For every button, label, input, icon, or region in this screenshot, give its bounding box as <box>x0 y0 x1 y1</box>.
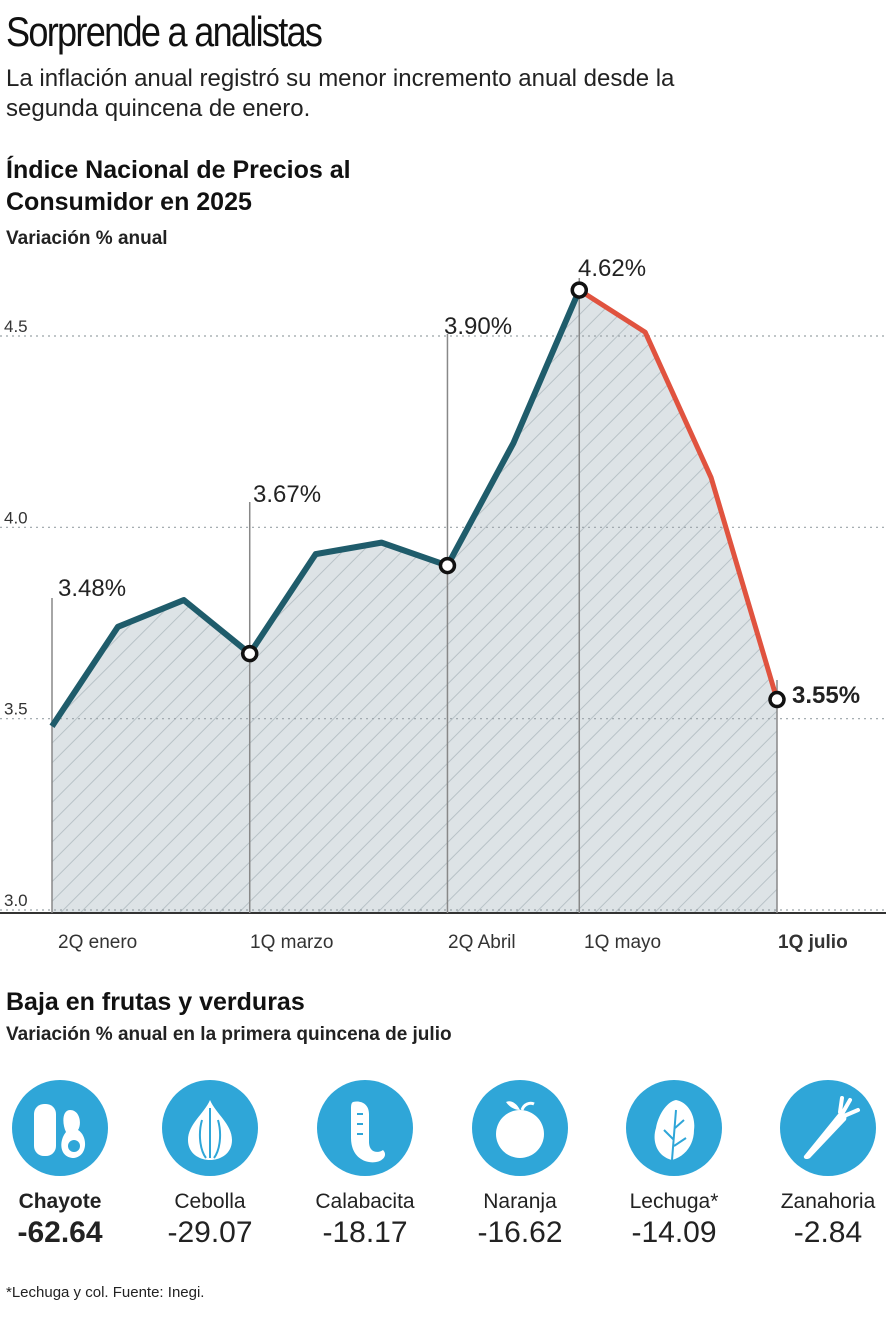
series-line <box>49 288 583 728</box>
data-point <box>240 644 259 663</box>
x-tick-label: 1Q mayo <box>584 932 661 953</box>
inflation-chart: 3.0 3.5 4.0 4.5 3.48% 3.67% 3.90% 4.62% 3.55% 2Q … <box>0 255 886 953</box>
area-fill <box>52 290 777 913</box>
veg-item-chayote: Chayote -62.64 <box>0 1080 130 1250</box>
veg-item-cebolla: Cebolla -29.07 <box>140 1080 280 1250</box>
y-tick-label: 3.0 <box>4 891 28 910</box>
y-tick-label: 4.5 <box>4 317 28 336</box>
veg-name: Naranja <box>483 1190 557 1213</box>
data-point <box>438 556 457 575</box>
veg-name: Lechuga* <box>629 1190 719 1213</box>
veg-value: -2.84 <box>793 1216 863 1249</box>
zucchini-icon <box>317 1080 413 1176</box>
veg-title: Baja en frutas y verduras <box>6 988 305 1016</box>
chayote-icon <box>12 1080 108 1176</box>
onion-icon <box>162 1080 258 1176</box>
veg-name: Cebolla <box>174 1190 246 1213</box>
veg-value: -16.62 <box>477 1216 563 1249</box>
veg-name: Calabacita <box>315 1190 415 1213</box>
y-tick-label: 4.0 <box>4 508 28 527</box>
data-label: 3.67% <box>253 481 321 508</box>
data-label: 3.48% <box>58 575 126 602</box>
veg-name: Chayote <box>18 1190 102 1213</box>
x-tick-label: 2Q Abril <box>448 932 516 953</box>
x-tick-label: 1Q julio <box>778 932 848 953</box>
veg-item-lechuga: Lechuga* -14.09 <box>604 1080 744 1250</box>
veg-value: -18.17 <box>322 1216 408 1249</box>
data-point <box>570 281 589 299</box>
data-label: 4.62% <box>578 255 646 282</box>
veg-item-zanahoria: Zanahoria -2.84 <box>758 1080 886 1250</box>
headline: Sorprende a analistas <box>6 8 323 55</box>
veg-value: -29.07 <box>167 1216 253 1249</box>
chart-title: Índice Nacional de Precios al Consumidor… <box>6 156 351 216</box>
lettuce-icon <box>626 1080 722 1176</box>
veg-item-calabacita: Calabacita -18.17 <box>295 1080 435 1250</box>
x-tick-label: 2Q enero <box>58 932 137 953</box>
x-tick-label: 1Q marzo <box>250 932 333 953</box>
veg-value: -62.64 <box>17 1216 103 1249</box>
chart-subtitle: Variación % anual <box>6 228 168 249</box>
vegetable-row: Chayote -62.64 Cebolla -29.07 Calabacita… <box>0 1080 886 1250</box>
footnote: *Lechuga y col. Fuente: Inegi. <box>6 1284 205 1301</box>
carrot-icon <box>780 1080 876 1176</box>
veg-subtitle: Variación % anual en la primera quincena… <box>6 1024 452 1045</box>
veg-name: Zanahoria <box>780 1190 876 1213</box>
veg-value: -14.09 <box>631 1216 717 1249</box>
series-line-highlight <box>577 287 780 701</box>
orange-icon <box>472 1080 568 1176</box>
veg-item-naranja: Naranja -16.62 <box>450 1080 590 1250</box>
data-label: 3.90% <box>444 313 512 340</box>
dek-text: La inflación anual registró su menor inc… <box>6 65 675 122</box>
data-point <box>768 690 786 709</box>
data-label: 3.55% <box>792 682 860 709</box>
y-tick-label: 3.5 <box>4 700 28 719</box>
